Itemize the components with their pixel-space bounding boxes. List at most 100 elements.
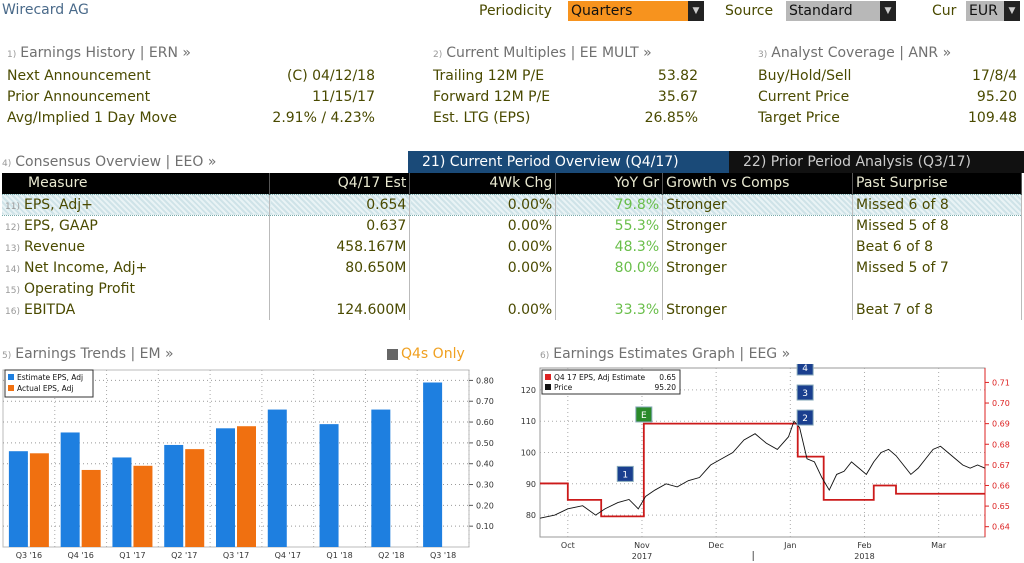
q4s-only-toggle[interactable]: Q4s Only	[387, 346, 465, 362]
checkbox-icon[interactable]	[387, 348, 398, 360]
cell-4wk-chg: 0.00%	[409, 257, 557, 278]
col-measure[interactable]: Measure	[2, 173, 271, 194]
cell-measure[interactable]: 11) EPS, Adj+	[2, 193, 271, 216]
estimate-series-line	[540, 422, 985, 518]
y-tick-label: 0.10	[476, 522, 494, 531]
currency-dropdown[interactable]: EUR ▼	[966, 1, 1020, 21]
bar-estimate	[164, 444, 184, 547]
x-tick-label: Q1 '18	[326, 551, 352, 560]
table-header-row: Measure Q4/17 Est 4Wk Chg YoY Gr Growth …	[2, 173, 1022, 194]
cell-growth-vs-comps: Stronger	[662, 193, 854, 216]
cell-4wk-chg: 0.00%	[409, 236, 557, 257]
source-label: Source	[725, 3, 774, 19]
tab-prior-period[interactable]: 22) Prior Period Analysis (Q3/17)	[729, 151, 1024, 173]
consensus-overview-link[interactable]: 4) Consensus Overview | EEO »	[2, 154, 217, 170]
col-past-surprise[interactable]: Past Surprise	[852, 173, 1022, 194]
cell-4wk-chg: 0.00%	[409, 299, 557, 320]
cell-growth-vs-comps: Stronger	[662, 299, 854, 320]
cell-measure[interactable]: 13) Revenue	[2, 236, 271, 257]
row-next-announcement: Next Announcement (C) 04/12/18	[7, 68, 375, 84]
cell-estimate	[269, 278, 411, 299]
row-prior-announcement: Prior Announcement 11/15/17	[7, 89, 375, 105]
legend-swatch	[8, 374, 14, 380]
legend-label: Actual EPS, Adj	[17, 384, 74, 393]
earnings-estimates-chart: 80 90 100 110 120 0.64 0.65 0.66 0.67 0.68 0.69 0.7…	[521, 364, 1010, 561]
legend-value: 0.65	[659, 373, 676, 382]
source-dropdown[interactable]: Standard ▼	[786, 1, 896, 21]
table-row[interactable]: 13) Revenue 458.167M 0.00% 48.3% Stronger Beat…	[2, 236, 1022, 257]
cell-measure[interactable]: 12) EPS, GAAP	[2, 215, 271, 236]
cell-growth-vs-comps: Stronger	[662, 215, 854, 236]
left-tick-label: 80	[526, 511, 536, 520]
event-marker	[635, 406, 653, 423]
bar-actual	[133, 465, 153, 547]
bar-estimate	[8, 451, 28, 547]
bar-estimate	[319, 424, 339, 547]
earnings-history-link[interactable]: 1) Earnings History | ERN »	[7, 45, 191, 61]
chevron-down-icon[interactable]: ▼	[688, 1, 704, 21]
consensus-table: Measure Q4/17 Est 4Wk Chg YoY Gr Growth …	[2, 173, 1022, 320]
cell-measure[interactable]: 15) Operating Profit	[2, 278, 271, 299]
cell-measure[interactable]: 16) EBITDA	[2, 299, 271, 320]
x-tick-label: Q3 '16	[16, 551, 42, 560]
year-label: 2018	[854, 552, 874, 561]
left-tick-label: 110	[521, 417, 536, 426]
x-tick-label: Q1 '17	[119, 551, 145, 560]
event-marker	[796, 409, 814, 426]
y-tick-label: 0.80	[476, 376, 494, 385]
cell-past-surprise: Missed 5 of 8	[852, 215, 1022, 236]
table-row[interactable]: 15) Operating Profit	[2, 278, 1022, 299]
cell-growth-vs-comps: Stronger	[662, 257, 854, 278]
col-4wk-chg[interactable]: 4Wk Chg	[409, 173, 557, 194]
earnings-estimates-graph-link[interactable]: 6) Earnings Estimates Graph | EEG »	[540, 346, 791, 362]
event-marker	[796, 364, 814, 376]
table-row[interactable]: 11) EPS, Adj+ 0.654 0.00% 79.8% Stronger Misse…	[2, 193, 1022, 216]
legend-box	[4, 369, 94, 398]
legend-swatch	[545, 384, 551, 390]
y-tick-label: 0.70	[476, 397, 494, 406]
source-value: Standard	[789, 3, 853, 19]
chevron-down-icon[interactable]: ▼	[880, 1, 896, 21]
row-current-price: Current Price 95.20	[758, 89, 1017, 105]
y-tick-label: 0.60	[476, 418, 494, 427]
legend-box	[541, 369, 681, 395]
legend-swatch	[8, 385, 14, 391]
bar-actual	[81, 469, 101, 547]
col-yoy-gr[interactable]: YoY Gr	[555, 173, 664, 194]
row-implied-move: Avg/Implied 1 Day Move 2.91% / 4.23%	[7, 110, 375, 126]
bar-estimate	[112, 457, 132, 547]
analyst-coverage-link[interactable]: 3) Analyst Coverage | ANR »	[758, 45, 952, 61]
table-row[interactable]: 12) EPS, GAAP 0.637 0.00% 55.3% Stronger Misse…	[2, 215, 1022, 236]
cell-estimate: 124.600M	[269, 299, 411, 320]
cell-past-surprise	[852, 278, 1022, 299]
cell-yoy-gr: 55.3%	[555, 215, 664, 236]
current-multiples-link[interactable]: 2) Current Multiples | EE MULT »	[433, 45, 652, 61]
x-tick-label: Q2 '18	[378, 551, 404, 560]
periodicity-dropdown[interactable]: Quarters ▼	[568, 1, 704, 21]
bar-actual	[29, 453, 49, 547]
event-marker	[796, 384, 814, 401]
price-series-line	[539, 420, 986, 519]
table-row[interactable]: 16) EBITDA 124.600M 0.00% 33.3% Stronger Beat …	[2, 299, 1022, 320]
col-growth-vs-comps[interactable]: Growth vs Comps	[662, 173, 854, 194]
left-tick-label: 90	[526, 480, 536, 489]
tab-current-period[interactable]: 21) Current Period Overview (Q4/17)	[408, 151, 729, 173]
x-tick-label: Q4 '16	[68, 551, 94, 560]
earnings-trends-link[interactable]: 5) Earnings Trends | EM »	[2, 346, 174, 362]
cell-past-surprise: Missed 5 of 7	[852, 257, 1022, 278]
col-estimate[interactable]: Q4/17 Est	[269, 173, 411, 194]
x-tick-label: Dec	[708, 541, 723, 550]
earnings-history-panel: 1) Earnings History | ERN » Next Announce…	[7, 45, 375, 131]
bar-estimate	[216, 428, 235, 547]
app-title: Wirecard AG	[2, 2, 89, 18]
x-tick-label: Mar	[931, 541, 947, 550]
chevron-down-icon[interactable]: ▼	[1004, 1, 1020, 21]
bar-estimate	[60, 432, 80, 547]
y-tick-label: 0.20	[476, 501, 494, 510]
q4s-only-label: Q4s Only	[401, 346, 465, 362]
right-tick-label: 0.70	[992, 399, 1010, 408]
table-row[interactable]: 14) Net Income, Adj+ 80.650M 0.00% 80.0% Stro…	[2, 257, 1022, 278]
row-trailing-pe: Trailing 12M P/E 53.82	[433, 68, 698, 84]
cell-measure[interactable]: 14) Net Income, Adj+	[2, 257, 271, 278]
x-tick-label: Jan	[783, 541, 796, 550]
